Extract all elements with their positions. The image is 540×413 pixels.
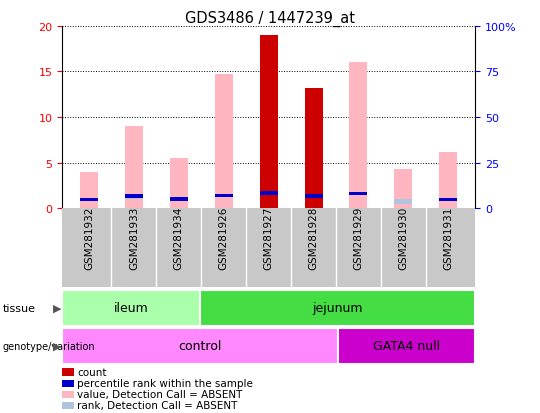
Bar [215,75,233,209]
Bar [394,199,413,204]
Text: jejunum: jejunum [312,301,363,315]
Bar [125,195,143,199]
Bar [62,328,338,364]
Bar [125,127,143,209]
Bar [170,159,188,209]
Bar [439,198,457,202]
Bar [349,63,367,209]
Text: percentile rank within the sample: percentile rank within the sample [77,378,253,388]
Text: count: count [77,367,107,377]
Text: genotype/variation: genotype/variation [3,341,96,351]
Bar [305,89,322,209]
Bar [170,197,188,201]
Bar [80,172,98,209]
Bar [394,169,413,209]
Text: rank, Detection Call = ABSENT: rank, Detection Call = ABSENT [77,400,238,411]
Bar [305,195,322,198]
Text: value, Detection Call = ABSENT: value, Detection Call = ABSENT [77,389,242,399]
Text: GATA4 null: GATA4 null [373,339,440,353]
Bar [200,290,475,326]
Text: tissue: tissue [3,303,36,313]
Text: ▶: ▶ [53,341,62,351]
Text: control: control [178,339,221,353]
Bar [125,195,143,199]
Bar [215,194,233,198]
Bar [349,192,367,196]
Bar [260,36,278,209]
Bar [260,192,278,195]
Bar [80,198,98,202]
Bar [439,152,457,209]
Text: GDS3486 / 1447239_at: GDS3486 / 1447239_at [185,10,355,26]
Text: ▶: ▶ [53,303,62,313]
Text: ileum: ileum [113,301,148,315]
Bar [62,290,200,326]
Bar [338,328,475,364]
